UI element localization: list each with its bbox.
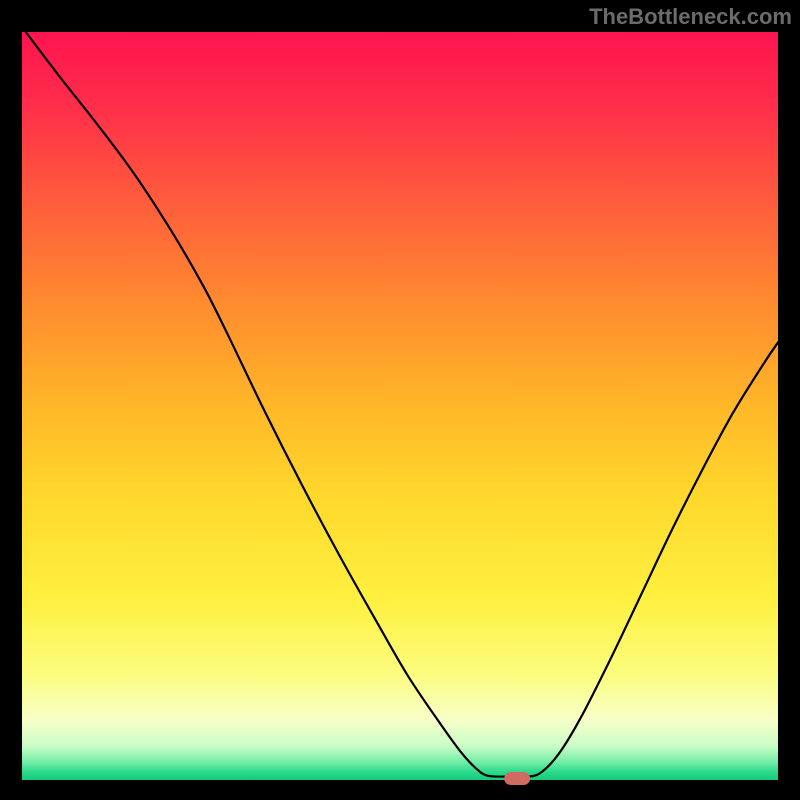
min-marker bbox=[505, 773, 530, 785]
chart-container: TheBottleneck.com bbox=[0, 0, 800, 800]
plot-area bbox=[22, 32, 778, 780]
chart-svg bbox=[0, 0, 800, 800]
